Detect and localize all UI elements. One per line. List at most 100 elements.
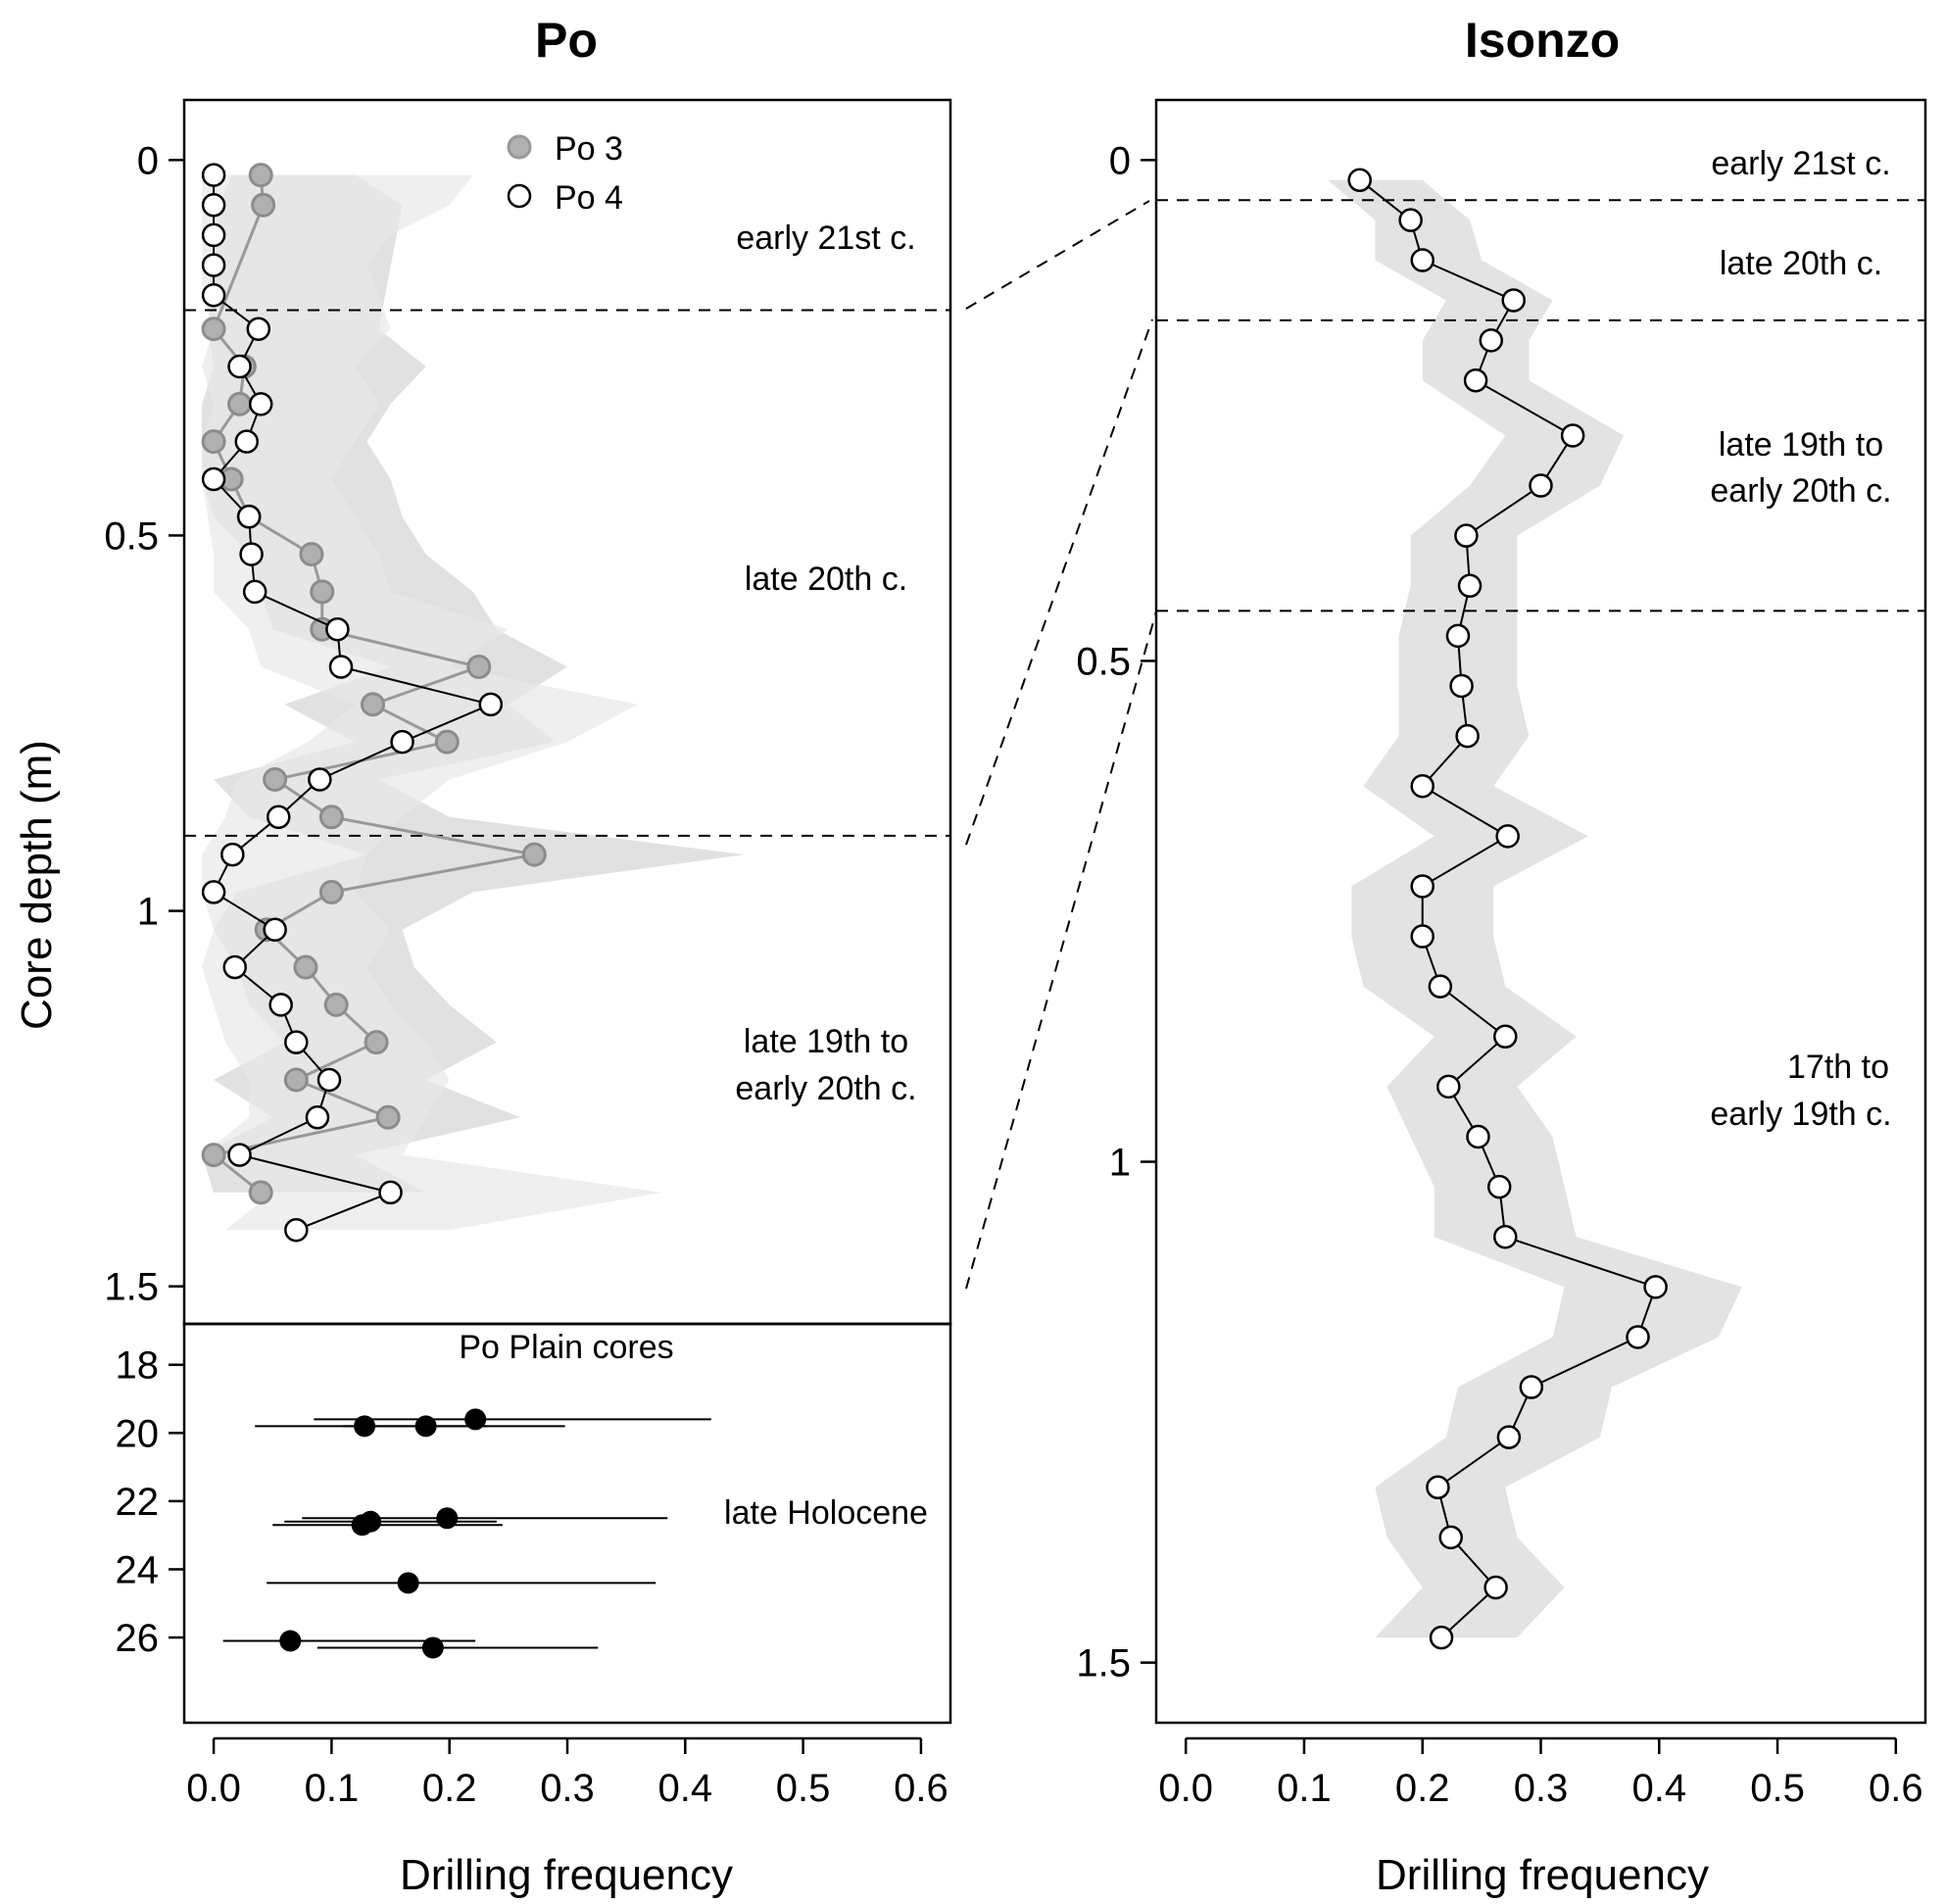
plain-data-point <box>279 1630 302 1652</box>
data-point-po-4 <box>220 842 245 867</box>
plain-data-point <box>351 1514 373 1537</box>
iso-annotation-early-21st: early 21st c. <box>1711 145 1890 182</box>
data-point-po-3 <box>360 692 385 717</box>
plain-data-point <box>397 1572 419 1594</box>
data-point-po-4 <box>201 163 226 187</box>
y-axis-label: Core depth (m) <box>13 740 61 1030</box>
po-annotation-late-19th-line2: early 20th c. <box>735 1070 916 1107</box>
po-x-tick-label: 0.4 <box>658 1767 713 1810</box>
data-point-isonzo <box>1426 1475 1450 1500</box>
data-point-isonzo <box>1529 473 1553 498</box>
isonzo-x-label: Drilling frequency <box>1376 1851 1709 1899</box>
legend-label-po3: Po 3 <box>555 130 623 168</box>
po-x-tick-label: 0.2 <box>422 1767 477 1810</box>
data-point-isonzo <box>1463 367 1488 393</box>
plain-y-tick-label: 22 <box>116 1481 160 1524</box>
data-point-po-4 <box>316 1067 342 1093</box>
data-point-po-4 <box>325 616 350 642</box>
data-point-isonzo <box>1493 1224 1518 1249</box>
plain-y-tick-label: 24 <box>116 1548 160 1591</box>
po-panel: 0 0.5 1 1.5 Po 3 Po 4 early 21st c. late 20… <box>104 98 952 1326</box>
connector-top <box>965 200 1150 310</box>
iso-y-tick-label: 0.5 <box>1076 640 1131 683</box>
isonzo-y-axis: 0 0.5 1 1.5 <box>1076 139 1156 1685</box>
po-x-tick-label: 0.6 <box>894 1767 948 1810</box>
data-point-po-4 <box>284 1030 309 1054</box>
plain-points <box>222 1408 711 1659</box>
data-point-isonzo <box>1457 573 1483 599</box>
po-y-tick-label: 0 <box>137 139 159 182</box>
data-point-po-3 <box>283 1067 309 1093</box>
po-title: Po <box>535 13 598 68</box>
plain-annotation-late-holocene: late Holocene <box>724 1494 928 1532</box>
data-point-isonzo <box>1486 1174 1512 1199</box>
po-annotation-early-21st: early 21st c. <box>736 220 915 257</box>
data-point-po-4 <box>201 282 226 308</box>
data-point-po-4 <box>266 805 291 830</box>
po-x-axis: 0.0 0.1 0.2 0.3 0.4 0.5 0.6 <box>186 1736 948 1810</box>
isonzo-panel: 0 0.5 1 1.5 early 21st c. late 20th c. late… <box>1076 98 1927 1725</box>
data-point-po-3 <box>227 391 253 416</box>
isonzo-x-axis: 0.0 0.1 0.2 0.3 0.4 0.5 0.6 <box>1158 1736 1923 1810</box>
iso-x-tick-label: 0.1 <box>1277 1767 1332 1810</box>
data-point-po-4 <box>268 993 293 1017</box>
po-period-boundaries <box>184 309 950 837</box>
legend-marker-po3 <box>507 134 532 160</box>
data-point-po-4 <box>305 1105 330 1130</box>
data-point-po-4 <box>201 253 226 277</box>
data-point-po-4 <box>263 917 287 942</box>
data-point-po-3 <box>318 879 344 904</box>
plain-y-axis: 18 20 22 24 26 <box>116 1344 184 1660</box>
data-point-po-4 <box>201 880 226 904</box>
data-point-isonzo <box>1410 874 1434 899</box>
iso-annotation-17th-line1: 17th to <box>1787 1049 1889 1086</box>
data-point-isonzo <box>1493 1024 1518 1050</box>
iso-x-tick-label: 0.2 <box>1395 1767 1450 1810</box>
data-point-po-3 <box>248 163 273 188</box>
data-point-po-3 <box>521 842 547 867</box>
data-point-po-4 <box>201 193 226 218</box>
po-y-axis: 0 0.5 1 1.5 <box>104 139 184 1309</box>
plain-title: Po Plain cores <box>459 1329 673 1366</box>
data-point-po-3 <box>318 805 344 830</box>
connector-lines <box>965 200 1157 1290</box>
data-point-isonzo <box>1626 1325 1650 1349</box>
data-point-isonzo <box>1560 423 1585 448</box>
plain-y-tick-label: 18 <box>116 1344 160 1388</box>
po-x-tick-label: 0.5 <box>776 1767 831 1810</box>
data-point-po-4 <box>227 1143 252 1167</box>
data-point-po-4 <box>378 1180 403 1205</box>
po-legend: Po 3 Po 4 <box>507 130 623 217</box>
data-point-po-3 <box>323 992 349 1017</box>
data-point-po-3 <box>310 579 335 605</box>
iso-annotation-17th-line2: early 19th c. <box>1710 1096 1891 1133</box>
plain-y-tick-label: 20 <box>116 1412 160 1455</box>
data-point-isonzo <box>1410 924 1434 949</box>
data-point-po-3 <box>299 542 324 567</box>
data-point-isonzo <box>1495 824 1520 849</box>
data-point-po-3 <box>248 1180 273 1205</box>
po-series <box>201 163 547 1243</box>
data-point-po-4 <box>308 767 332 792</box>
plain-plot-frame <box>182 1322 952 1725</box>
data-point-po-3 <box>434 729 460 755</box>
data-point-isonzo <box>1410 248 1434 272</box>
data-point-isonzo <box>1466 1124 1490 1149</box>
data-point-po-4 <box>248 392 273 416</box>
data-point-isonzo <box>1398 208 1423 232</box>
iso-y-tick-label: 0 <box>1109 139 1131 182</box>
data-point-isonzo <box>1454 523 1479 548</box>
band-po-4 <box>202 174 662 1231</box>
data-point-isonzo <box>1436 1074 1461 1099</box>
data-point-po-4 <box>201 466 226 492</box>
data-point-po-3 <box>251 192 276 218</box>
po-annotation-late-20th: late 20th c. <box>745 561 907 598</box>
po-annotation-late-19th-line1: late 19th to <box>744 1023 908 1060</box>
plain-data-point <box>464 1408 487 1431</box>
data-point-po-4 <box>328 655 354 679</box>
iso-x-tick-label: 0.6 <box>1869 1767 1923 1810</box>
iso-x-tick-label: 0.4 <box>1631 1767 1686 1810</box>
data-point-isonzo <box>1410 773 1434 799</box>
iso-x-tick-label: 0.3 <box>1514 1767 1569 1810</box>
